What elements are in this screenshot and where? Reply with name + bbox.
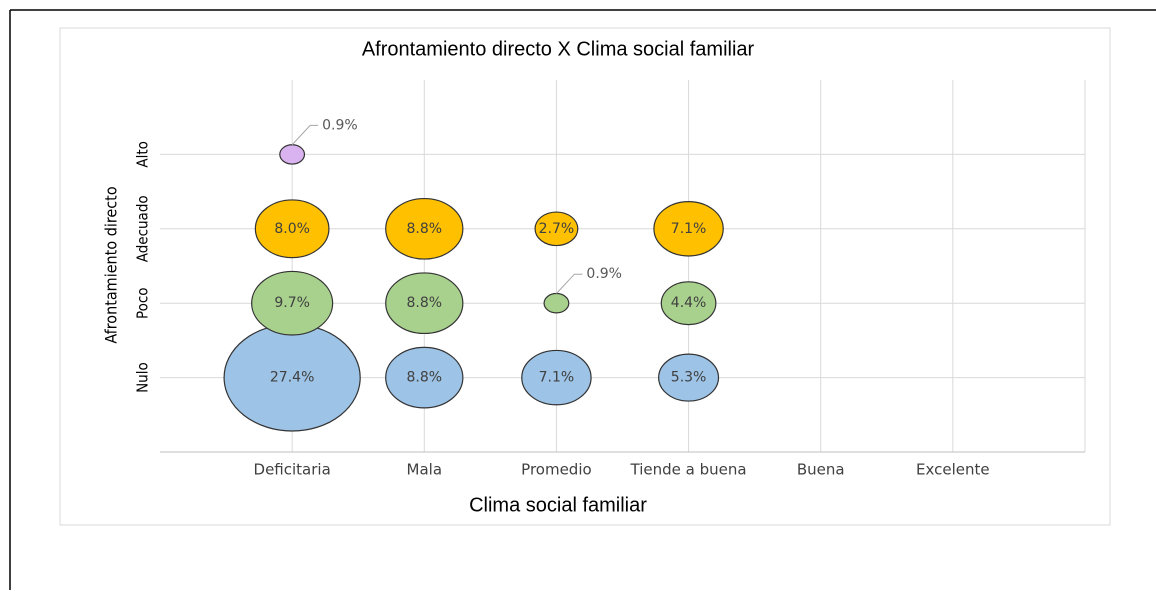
bubble — [653, 201, 724, 257]
y-axis-title: Afrontamiento directo — [102, 186, 121, 343]
y-tick-label: Poco — [134, 287, 152, 319]
bubble — [385, 272, 464, 335]
bubble — [385, 197, 464, 260]
data-label: 8.8% — [406, 295, 442, 311]
bubble — [660, 281, 717, 326]
data-label: 9.7% — [274, 295, 310, 311]
data-label: 5.3% — [671, 370, 707, 386]
x-tick-label: Deficitaria — [254, 461, 331, 479]
data-label: 8.0% — [274, 221, 310, 237]
y-tick-label: Adecuado — [134, 195, 152, 262]
x-tick-label: Mala — [407, 461, 443, 479]
data-label: 8.8% — [406, 370, 442, 386]
bubble — [279, 144, 306, 165]
data-label: 7.1% — [671, 221, 707, 237]
leader-line — [556, 273, 583, 294]
bubble — [658, 353, 720, 402]
chart-title: Afrontamiento directo X Clima social fam… — [362, 38, 755, 60]
x-axis-title: Clima social familiar — [469, 494, 647, 516]
data-label: 4.4% — [671, 295, 707, 311]
data-label: 8.8% — [406, 221, 442, 237]
data-label: 0.9% — [322, 117, 358, 133]
x-tick-label: Promedio — [521, 461, 592, 479]
data-label: 7.1% — [539, 370, 575, 386]
x-tick-label: Excelente — [916, 461, 990, 479]
bubble — [254, 199, 330, 259]
x-tick-label: Tiende a buena — [630, 461, 747, 479]
bubble — [385, 346, 464, 409]
data-label: 2.7% — [539, 221, 575, 237]
bubble — [543, 292, 570, 314]
bubble — [251, 270, 334, 336]
x-tick-label: Buena — [797, 461, 845, 479]
leader-line — [291, 124, 319, 146]
y-tick-label: Alto — [134, 141, 152, 168]
bubble — [521, 349, 592, 406]
data-label: 27.4% — [270, 370, 314, 386]
y-tick-label: Nulo — [134, 362, 152, 393]
data-label: 0.9% — [586, 266, 622, 282]
chart-frame — [59, 27, 1111, 526]
bubble — [534, 211, 579, 247]
